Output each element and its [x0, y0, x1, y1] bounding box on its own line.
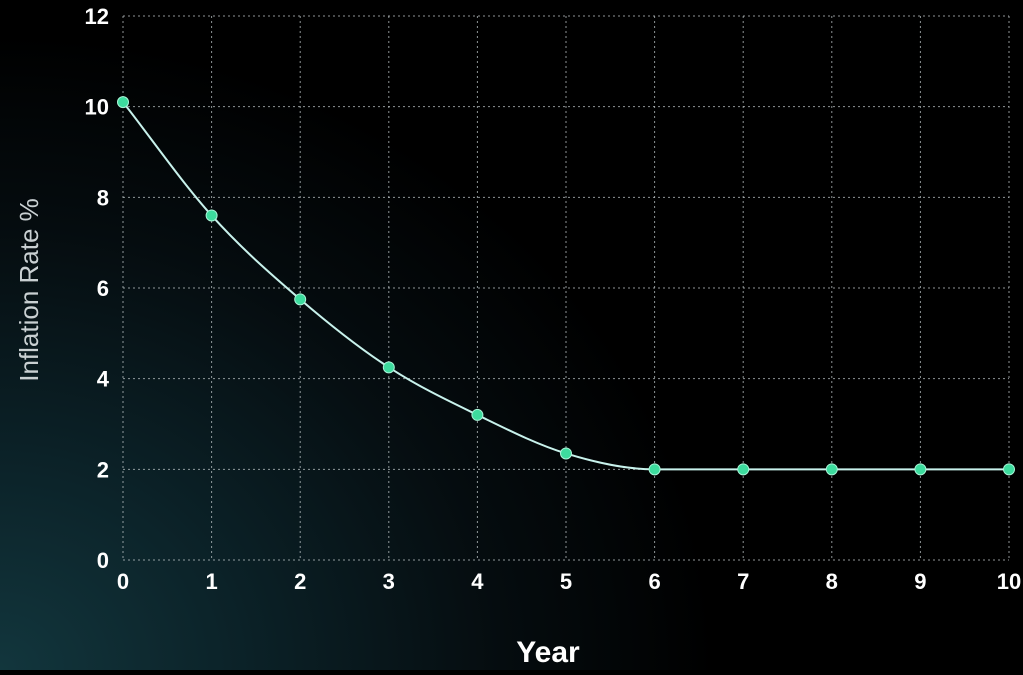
- data-point: [382, 361, 395, 374]
- data-point: [825, 463, 838, 476]
- x-tick-label: 3: [383, 569, 395, 594]
- x-tick-label: 1: [205, 569, 217, 594]
- data-points: [117, 96, 1015, 476]
- x-tick-label: 10: [997, 569, 1021, 594]
- y-tick-label: 2: [97, 457, 109, 482]
- grid: [122, 15, 1010, 561]
- series-line: [122, 101, 1009, 471]
- data-point: [117, 96, 129, 109]
- y-tick-labels: 0 2 4 6 8 10 12: [85, 4, 110, 573]
- data-point: [205, 209, 218, 222]
- y-tick-label: 12: [85, 4, 109, 29]
- x-tick-label: 9: [914, 569, 926, 594]
- data-point: [560, 447, 572, 460]
- x-tick-label: 4: [471, 569, 484, 594]
- x-tick-label: 2: [294, 569, 306, 594]
- data-point: [737, 463, 750, 476]
- y-tick-label: 4: [97, 367, 110, 392]
- x-tick-label: 0: [117, 569, 129, 594]
- y-axis-label: Inflation Rate %: [14, 198, 44, 382]
- data-point: [914, 463, 927, 476]
- data-point: [648, 463, 661, 476]
- x-axis-label: Year: [516, 636, 580, 669]
- x-tick-label: 7: [737, 569, 749, 594]
- data-point: [471, 408, 484, 421]
- x-tick-labels: 0 1 2 3 4 5 6 7 8 9 10: [117, 569, 1021, 594]
- y-tick-label: 0: [97, 548, 109, 573]
- x-tick-label: 6: [648, 569, 660, 594]
- data-point: [1003, 463, 1015, 476]
- x-tick-label: 5: [560, 569, 572, 594]
- y-tick-label: 10: [85, 95, 109, 120]
- data-point: [294, 293, 307, 306]
- series-lines: [122, 101, 1009, 471]
- y-tick-label: 8: [97, 185, 109, 210]
- y-tick-label: 6: [97, 276, 109, 301]
- x-tick-label: 8: [826, 569, 838, 594]
